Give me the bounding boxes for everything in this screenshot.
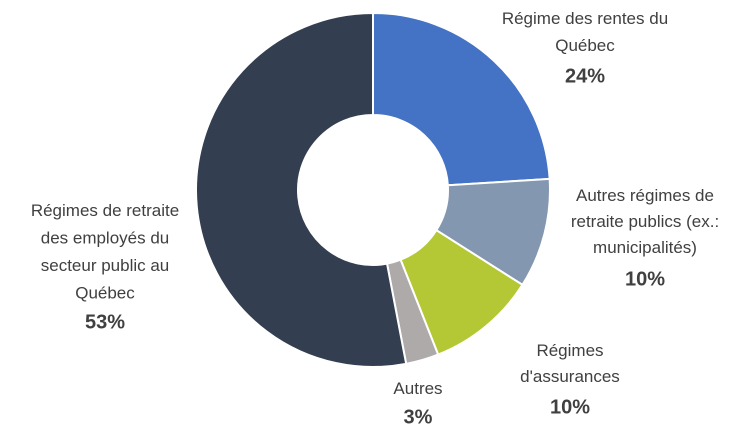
category-label: Autres [393,379,442,398]
category-label: Autres régimes de retraite publics (ex.: m… [571,186,719,257]
category-label: Régimes de retraite des employés du secteu… [31,201,179,303]
value-label: 3% [404,406,433,428]
value-label: 10% [625,268,665,290]
category-label: Régimes d'assurances [520,341,620,386]
donut-segment [372,11,551,187]
category-label: Régime des rentes du Québec [502,9,668,55]
value-label: 24% [565,65,605,87]
value-label: 53% [85,311,125,333]
value-label: 10% [550,396,590,418]
donut-segment [195,11,408,368]
